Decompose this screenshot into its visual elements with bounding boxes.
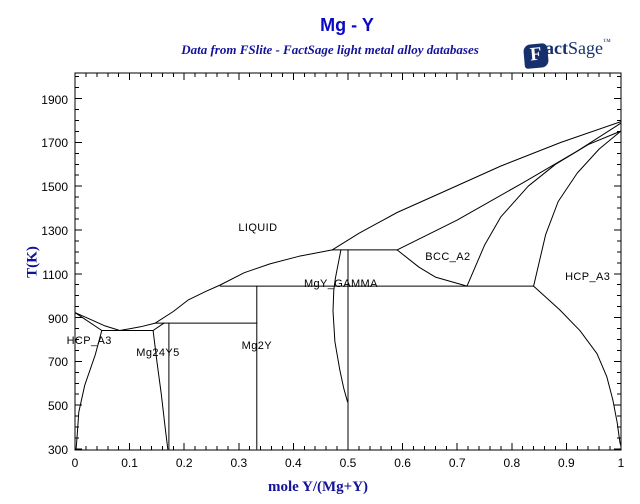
tick-marks bbox=[74, 73, 622, 450]
phase-label-mgy-gamma: MgY_GAMMA bbox=[303, 278, 378, 291]
y-tick-label: 1500 bbox=[41, 180, 68, 195]
phase-label-hcp-a3-mg: HCP_A3 bbox=[66, 335, 112, 348]
x-tick-label: 0.8 bbox=[503, 456, 521, 470]
phase-boundaries bbox=[74, 121, 622, 450]
subtitle: Data from FSlite - FactSage light metal … bbox=[181, 42, 479, 57]
x-tick-label: 0.4 bbox=[285, 456, 302, 470]
boundary-mg-solidus bbox=[74, 312, 103, 331]
x-tick-label: 0.5 bbox=[339, 456, 357, 470]
phase-label-hcp-a3-y: HCP_A3 bbox=[565, 271, 611, 284]
phase-label-liquid: LIQUID bbox=[238, 222, 278, 235]
boundary-mg-liquidus bbox=[74, 312, 121, 331]
boundary-liquidus-right bbox=[331, 121, 622, 251]
boundary-mg-hcp-solvus bbox=[75, 330, 103, 450]
boundary-bcc-left bbox=[396, 249, 468, 287]
x-tick-label: 0 bbox=[71, 456, 79, 470]
y-tick-label: 1700 bbox=[41, 136, 68, 151]
page-title: Mg - Y bbox=[320, 15, 374, 35]
phase-label-mg2y: Mg2Y bbox=[241, 340, 272, 353]
y-tick-label: 1300 bbox=[41, 223, 68, 238]
boundary-solidus-right bbox=[396, 122, 622, 251]
x-tick-label: 0.9 bbox=[558, 456, 575, 470]
y-tick-label: 900 bbox=[47, 311, 68, 326]
factsage-logo-text-act: act bbox=[545, 38, 568, 58]
boundary-hcp-y-solvus bbox=[533, 285, 622, 447]
x-tick-label: 0.2 bbox=[175, 456, 193, 470]
factsage-logo-text-sage: Sage bbox=[567, 38, 603, 58]
x-tick-label: 0.7 bbox=[448, 456, 466, 470]
trademark-symbol: ™ bbox=[602, 37, 611, 46]
y-tick-label: 500 bbox=[47, 399, 68, 414]
x-tick-label: 0.3 bbox=[230, 456, 248, 470]
boundary-hcp-y-left bbox=[533, 130, 622, 287]
x-axis-label: mole Y/(Mg+Y) bbox=[267, 479, 369, 495]
boundary-bcc-right bbox=[466, 130, 622, 287]
y-tick-label: 700 bbox=[47, 355, 68, 370]
boundary-gamma-left bbox=[332, 249, 348, 403]
phase-label-mg24y5: Mg24Y5 bbox=[136, 347, 180, 360]
phase-label-bcc-a2: BCC_A2 bbox=[425, 250, 471, 263]
y-tick-label: 1900 bbox=[41, 92, 68, 107]
x-tick-label: 0.6 bbox=[394, 456, 411, 470]
y-tick-label: 300 bbox=[47, 443, 68, 457]
boundary-mg24y5-left bbox=[152, 322, 169, 450]
x-tick-label: 1 bbox=[617, 456, 625, 470]
x-tick-label: 0.1 bbox=[121, 456, 138, 470]
boundary-liquidus-mid bbox=[119, 249, 333, 331]
y-tick-label: 1100 bbox=[42, 267, 68, 282]
